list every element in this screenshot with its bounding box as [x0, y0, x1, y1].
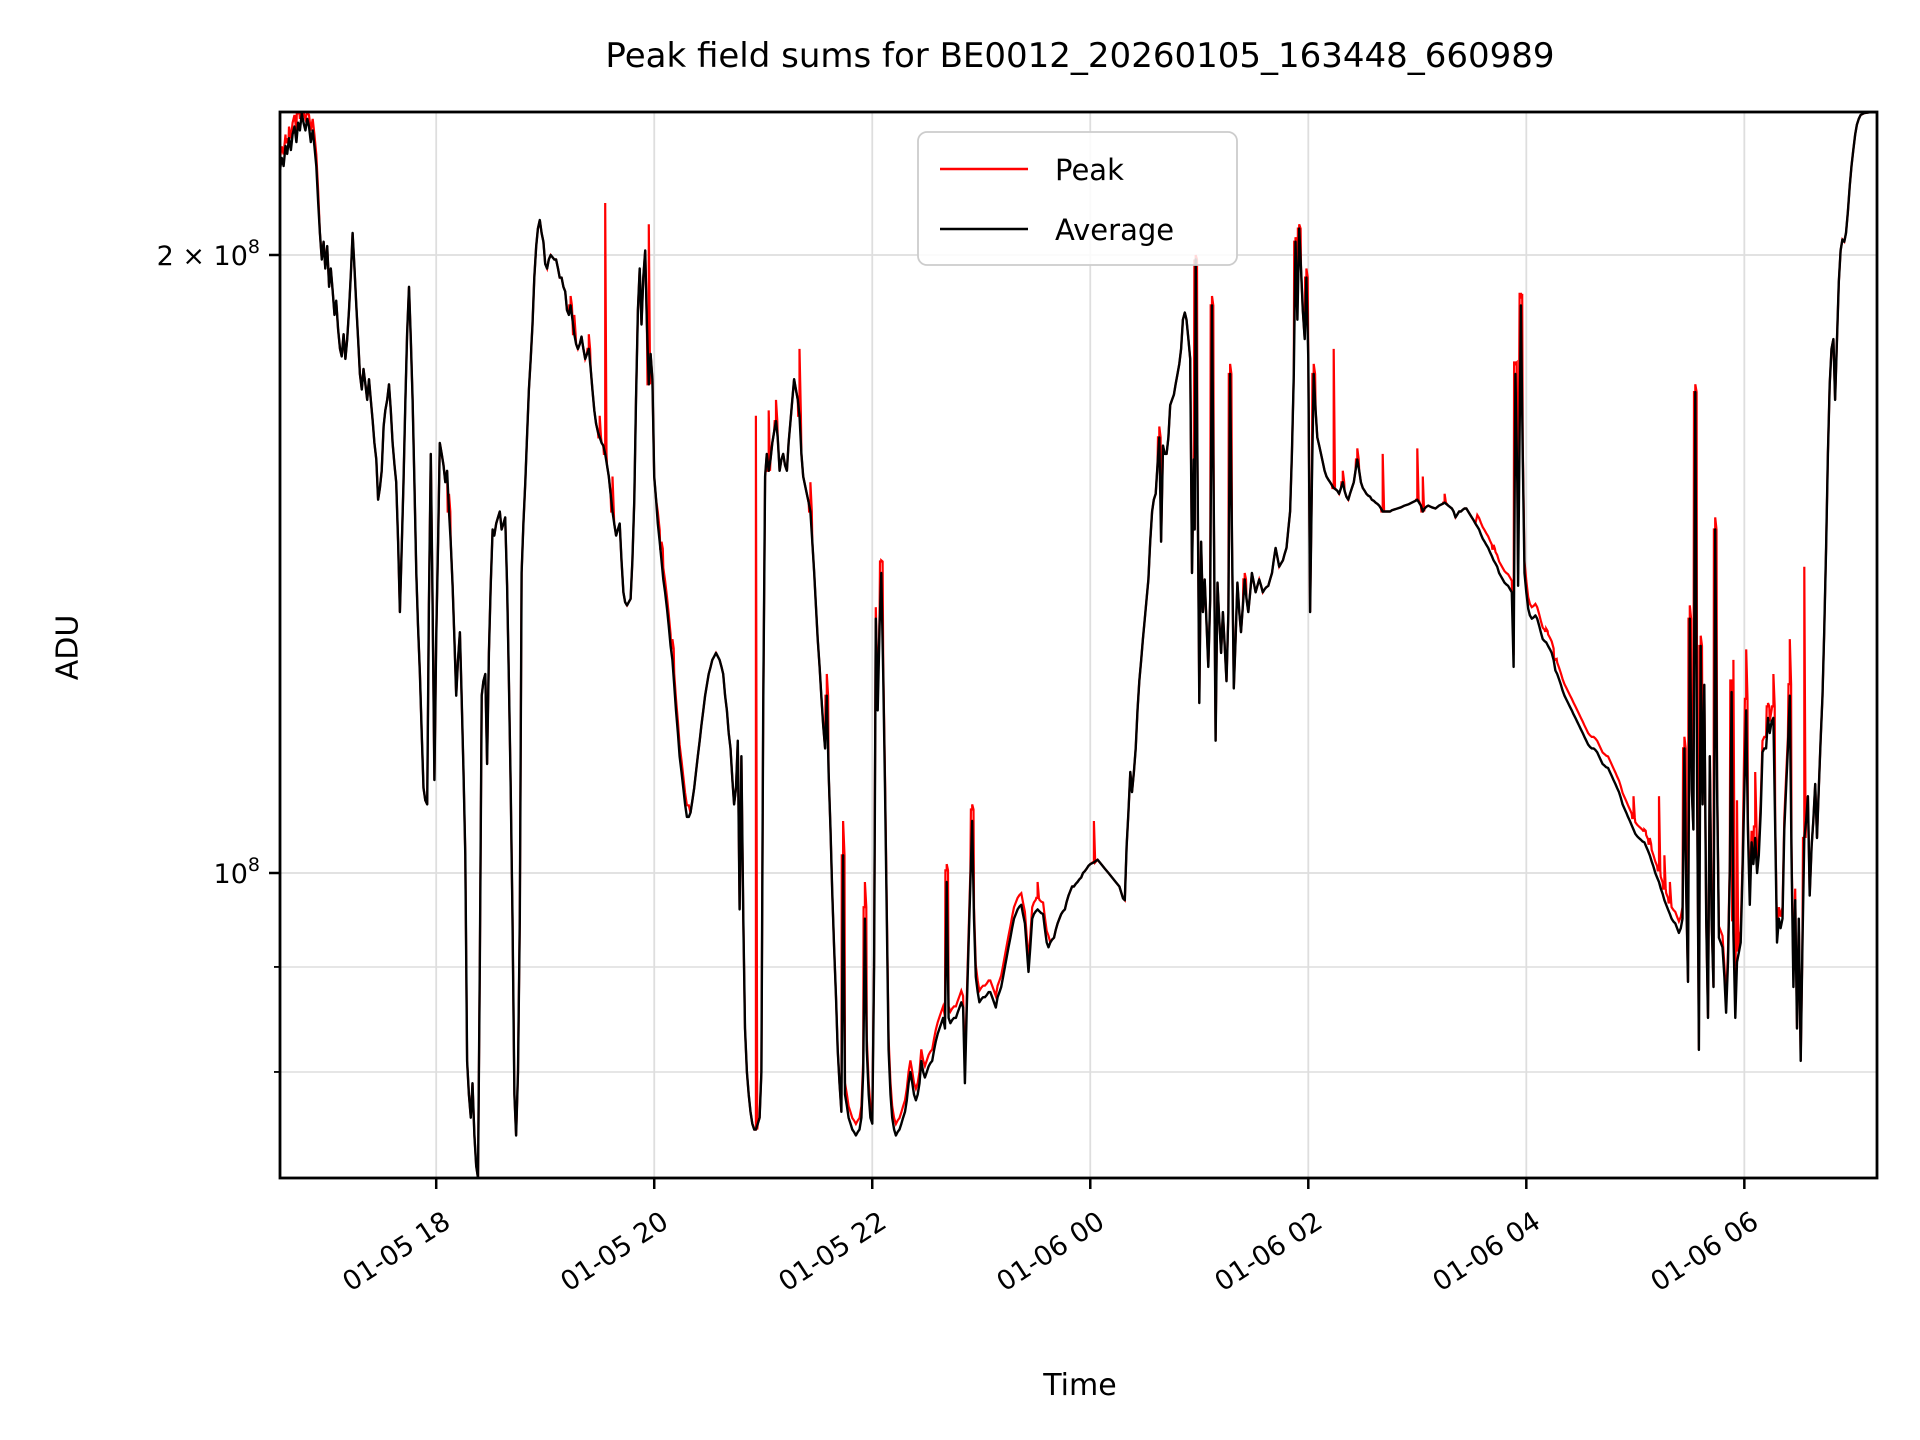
y-tick-label-1: 108 — [214, 854, 260, 890]
x-axis: 01-05 18 01-05 20 01-05 22 01-06 00 01-06 02… — [337, 1178, 1764, 1298]
x-tick-label-5: 01-06 04 — [1427, 1206, 1546, 1298]
chart-title: Peak field sums for BE0012_20260105_1634… — [605, 36, 1555, 76]
y-axis: 2 × 108 108 — [157, 236, 280, 1073]
y-tick-label-0: 2 × 108 — [157, 236, 260, 272]
y-axis-label: ADU — [50, 614, 86, 681]
x-tick-label-2: 01-05 22 — [773, 1206, 892, 1298]
legend: Peak Average — [917, 131, 1238, 266]
x-tick-label-4: 01-06 02 — [1209, 1206, 1328, 1298]
x-tick-label-6: 01-06 06 — [1645, 1206, 1764, 1298]
x-tick-label-0: 01-05 18 — [337, 1206, 456, 1298]
legend-box — [917, 131, 1238, 266]
average-line — [280, 112, 1877, 1178]
grid — [280, 112, 1877, 1178]
legend-label-peak: Peak — [1055, 153, 1124, 187]
x-tick-label-1: 01-05 20 — [555, 1206, 674, 1298]
plot-border — [278, 110, 1879, 1180]
legend-label-average: Average — [1055, 213, 1174, 247]
x-tick-label-3: 01-06 00 — [991, 1206, 1110, 1298]
x-axis-label: Time — [1043, 1368, 1117, 1403]
